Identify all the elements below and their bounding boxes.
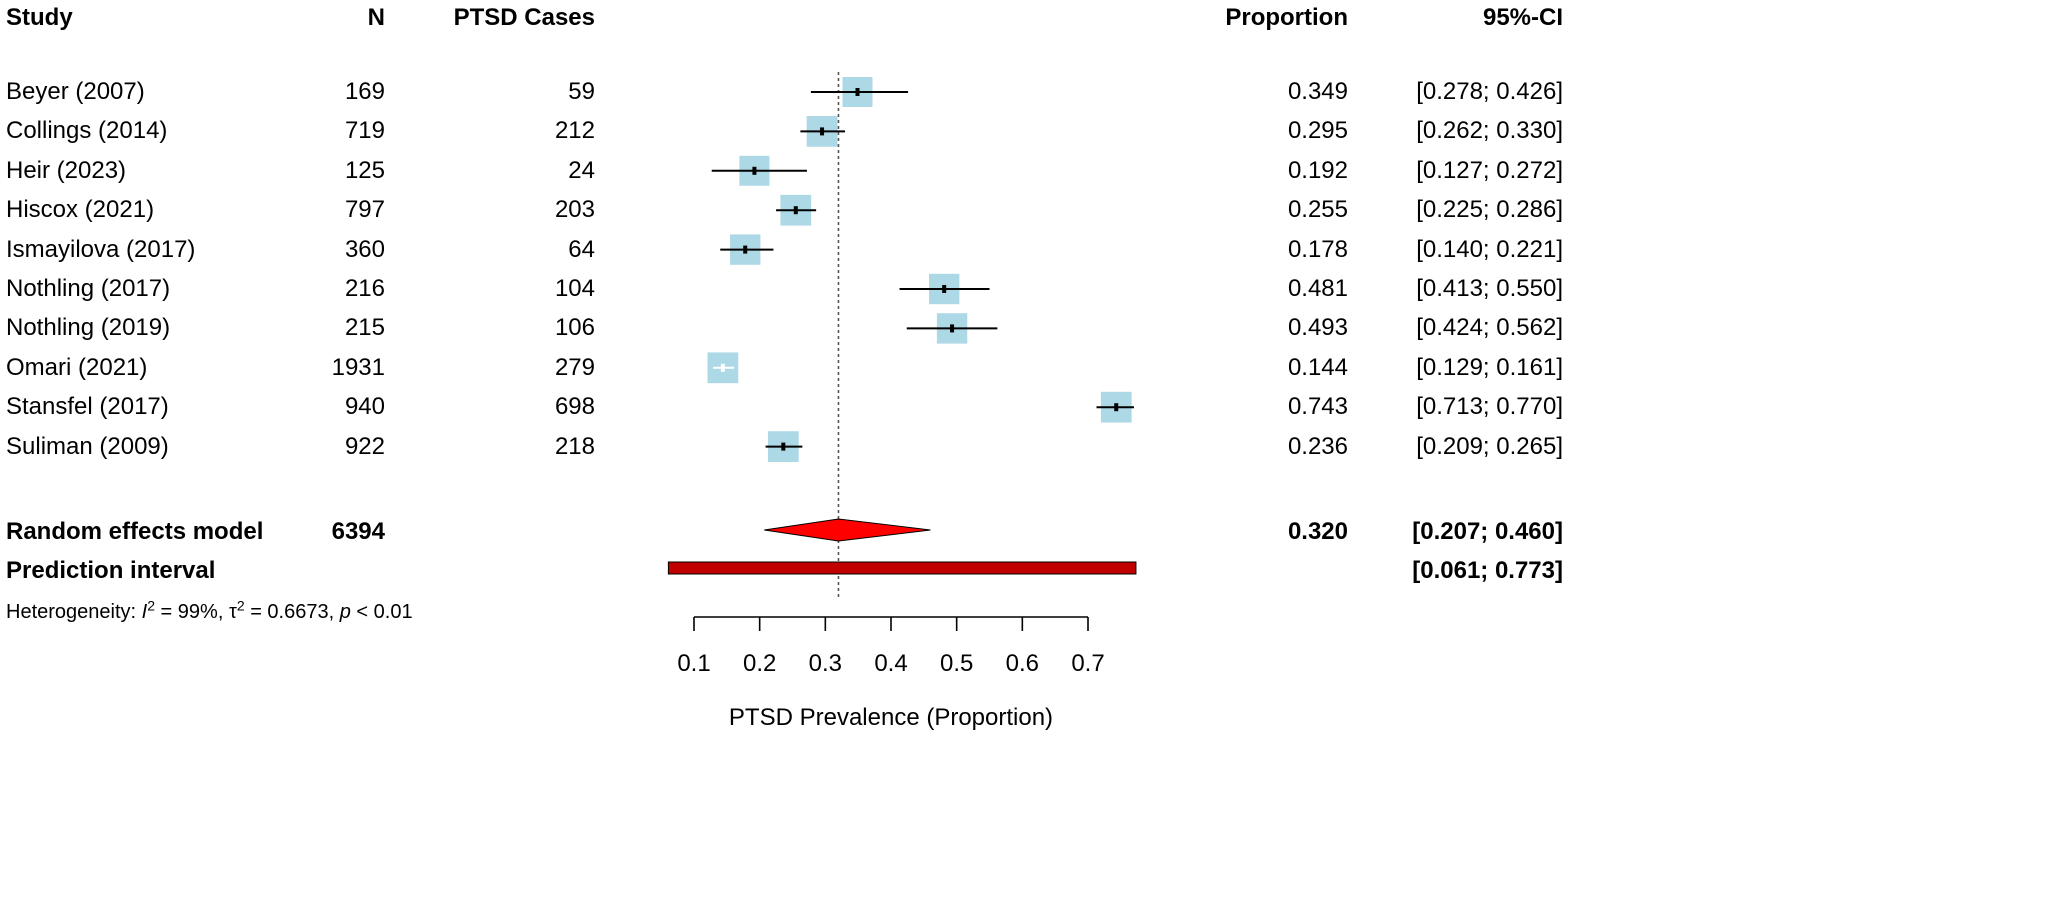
prediction-interval-ci: [0.061; 0.773]	[1412, 557, 1563, 584]
x-tick-label: 0.4	[874, 650, 907, 677]
heterogeneity-note: Heterogeneity: I2 = 99%, τ2 = 0.6673, p …	[6, 597, 413, 623]
heterogeneity-tau2-value: = 0.6673,	[244, 601, 340, 623]
header-n: N	[367, 4, 385, 31]
study-ci: [0.225; 0.286]	[1416, 196, 1563, 223]
study-n: 1931	[331, 354, 385, 381]
study-proportion: 0.481	[1287, 275, 1348, 302]
study-n: 940	[344, 393, 385, 420]
random-effects-label: Random effects model	[6, 518, 264, 545]
study-ci: [0.209; 0.265]	[1416, 433, 1563, 460]
heterogeneity-i2-value: = 99%,	[155, 601, 229, 623]
heterogeneity-tau2-symbol: τ	[228, 601, 237, 623]
study-ci: [0.424; 0.562]	[1416, 314, 1563, 341]
x-tick-label: 0.6	[1006, 650, 1039, 677]
header-study: Study	[6, 4, 73, 31]
study-name: Suliman (2009)	[6, 433, 169, 460]
study-ci: [0.413; 0.550]	[1416, 275, 1563, 302]
study-point	[743, 245, 748, 254]
study-proportion: 0.743	[1287, 393, 1348, 420]
study-ci: [0.713; 0.770]	[1416, 393, 1563, 420]
study-n: 922	[344, 433, 385, 460]
study-name: Omari (2021)	[6, 354, 148, 381]
prediction-interval-bar	[667, 561, 1137, 575]
study-name: Nothling (2017)	[6, 275, 171, 302]
study-proportion: 0.349	[1287, 78, 1348, 105]
study-ci: [0.127; 0.272]	[1416, 157, 1563, 184]
study-proportion: 0.493	[1287, 314, 1348, 341]
heterogeneity-prefix: Heterogeneity:	[6, 601, 142, 623]
study-point	[820, 127, 825, 136]
study-ptsd-cases: 64	[568, 236, 595, 263]
study-ptsd-cases: 212	[554, 117, 595, 144]
study-name: Collings (2014)	[6, 117, 168, 144]
study-point	[942, 285, 947, 293]
heterogeneity-i2-symbol: I	[141, 601, 148, 623]
prediction-interval-label: Prediction interval	[6, 557, 216, 584]
study-name: Heir (2023)	[6, 157, 127, 184]
study-proportion: 0.192	[1287, 157, 1348, 184]
study-name: Hiscox (2021)	[6, 196, 155, 223]
study-n: 719	[344, 117, 385, 144]
study-ptsd-cases: 279	[554, 354, 595, 381]
study-n: 216	[344, 275, 385, 302]
x-tick-label: 0.1	[677, 650, 710, 677]
study-point	[1114, 403, 1119, 412]
study-point	[720, 363, 725, 372]
study-point	[781, 442, 786, 451]
study-ptsd-cases: 59	[568, 78, 595, 105]
study-point	[793, 206, 798, 215]
study-proportion: 0.236	[1287, 433, 1348, 460]
study-proportion: 0.144	[1287, 354, 1348, 381]
random-effects-proportion: 0.320	[1287, 518, 1348, 545]
study-ptsd-cases: 106	[554, 314, 595, 341]
study-n: 797	[344, 196, 385, 223]
study-n: 169	[344, 78, 385, 105]
x-tick-label: 0.7	[1071, 650, 1104, 677]
x-axis-label: PTSD Prevalence (Proportion)	[729, 704, 1053, 731]
header-95ci: 95%-CI	[1482, 4, 1563, 31]
study-n: 215	[344, 314, 385, 341]
random-effects-diamond	[764, 518, 931, 542]
study-proportion: 0.295	[1287, 117, 1348, 144]
header-proportion: Proportion	[1225, 4, 1348, 31]
x-tick-label: 0.2	[743, 650, 776, 677]
study-proportion: 0.255	[1287, 196, 1348, 223]
study-ptsd-cases: 203	[554, 196, 595, 223]
study-name: Stansfel (2017)	[6, 393, 169, 420]
study-n: 125	[344, 157, 385, 184]
study-point	[855, 88, 860, 96]
study-ptsd-cases: 218	[554, 433, 595, 460]
study-proportion: 0.178	[1287, 236, 1348, 263]
study-ci: [0.129; 0.161]	[1416, 354, 1563, 381]
study-ci: [0.278; 0.426]	[1416, 78, 1563, 105]
study-point	[752, 166, 757, 175]
study-ptsd-cases: 24	[568, 157, 595, 184]
study-name: Nothling (2019)	[6, 314, 171, 341]
study-name: Beyer (2007)	[6, 78, 145, 105]
study-n: 360	[344, 236, 385, 263]
study-ptsd-cases: 698	[554, 393, 595, 420]
study-ci: [0.140; 0.221]	[1416, 236, 1563, 263]
study-ptsd-cases: 104	[554, 275, 595, 302]
heterogeneity-p-symbol: p	[339, 601, 351, 623]
study-name: Ismayilova (2017)	[6, 236, 196, 263]
x-tick-label: 0.3	[809, 650, 842, 677]
header-ptsd-cases: PTSD Cases	[453, 4, 595, 31]
random-effects-ci: [0.207; 0.460]	[1412, 518, 1563, 545]
random-effects-n: 6394	[331, 518, 385, 545]
study-ci: [0.262; 0.330]	[1416, 117, 1563, 144]
study-point	[950, 324, 955, 333]
heterogeneity-p-value: < 0.01	[350, 601, 413, 623]
x-tick-label: 0.5	[940, 650, 973, 677]
